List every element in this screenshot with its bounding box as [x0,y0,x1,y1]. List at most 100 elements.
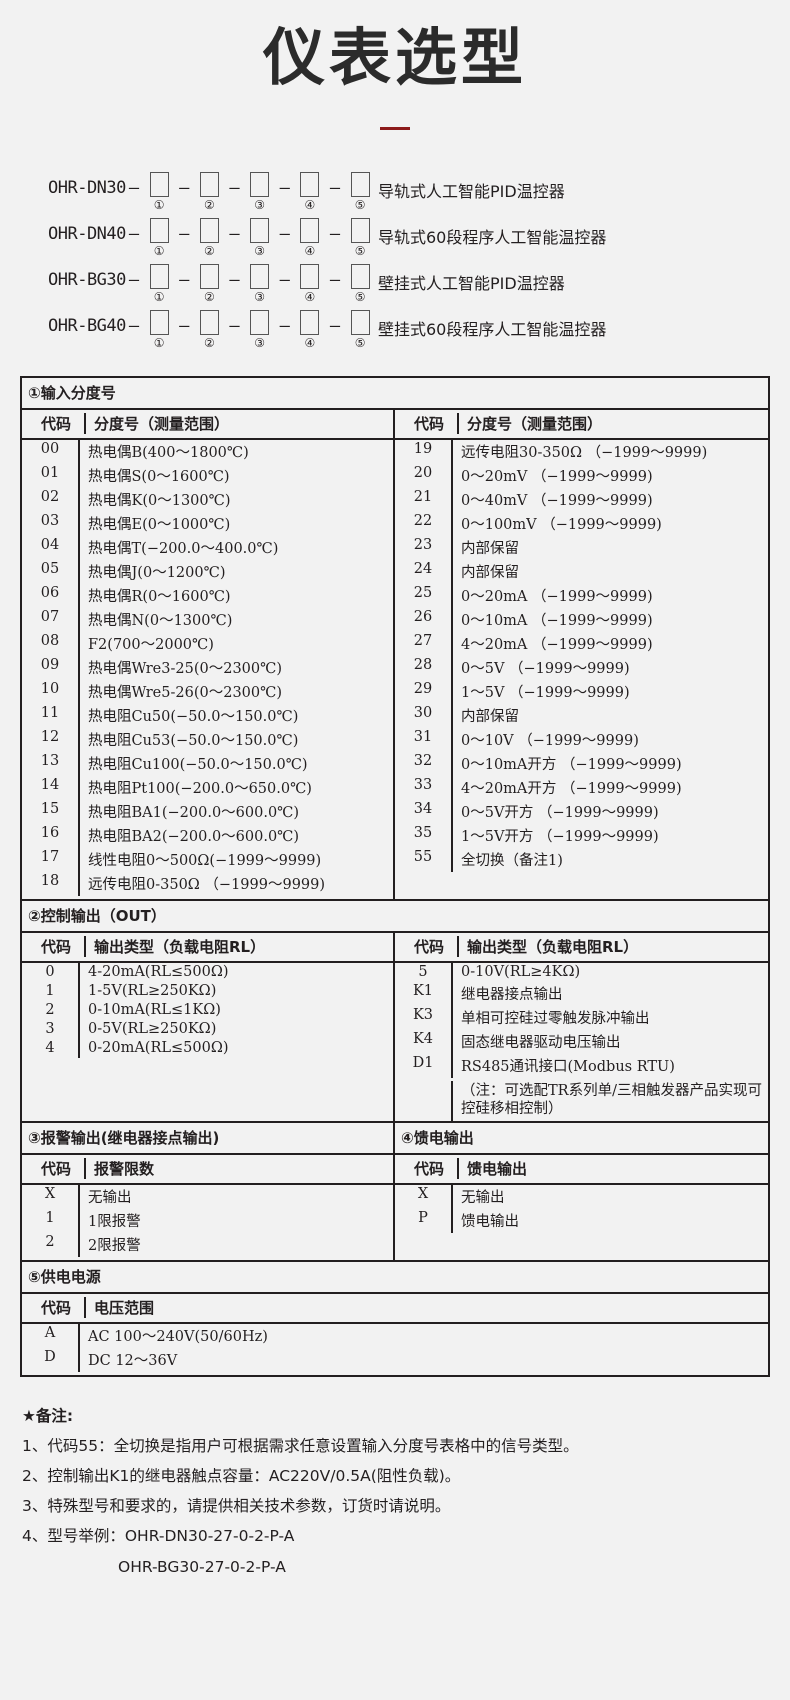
slot-number: ② [204,244,215,259]
model-slot-4[interactable]: ④ [293,310,327,350]
model-slot-3[interactable]: ③ [243,218,277,258]
row-code: 12 [22,728,80,753]
column-header-value: 输出类型（负载电阻RL） [94,938,266,957]
slot-box[interactable] [250,218,270,244]
table-row: 20 0～20mV （−1999～9999) [395,464,768,489]
dash-separator: – [128,270,140,291]
model-slot-1[interactable]: ① [142,264,176,304]
dash-separator: – [128,316,140,337]
row-code: 04 [22,536,80,561]
model-slot-1[interactable]: ① [142,172,176,212]
slot-box[interactable] [199,172,219,198]
row-code: K4 [395,1030,453,1055]
row-code: 07 [22,608,80,633]
section-4: ④馈电输出 代码 馈电输出 X 无输出 P 馈电输出 [395,1123,768,1260]
model-slot-5[interactable]: ⑤ [343,264,377,304]
dash-separator: – [329,178,341,199]
section-1-heading: ①输入分度号 [22,378,768,411]
slot-number: ③ [254,198,266,213]
slot-number: ⑤ [354,198,366,213]
row-value: 0～40mV （−1999～9999) [461,493,653,510]
row-code: 19 [395,440,453,465]
slot-box[interactable] [350,218,370,244]
slot-number: ④ [304,244,316,259]
dash-separator: – [128,178,140,199]
slot-box[interactable] [199,218,219,244]
table-row: 22 0～100mV （−1999～9999) [395,512,768,537]
slot-box[interactable] [300,264,320,290]
row-code: 15 [22,800,80,825]
model-slot-5[interactable]: ⑤ [343,310,377,350]
model-slot-2[interactable]: ② [192,218,226,258]
model-slot-4[interactable]: ④ [293,264,327,304]
table-row: 2 0-10mA(RL≤1KΩ) [22,1001,393,1021]
row-value: 热电阻BA2(−200.0～600.0℃) [88,829,300,846]
section-3-header: 代码 报警限数 [22,1155,393,1185]
model-slot-4[interactable]: ④ [293,172,327,212]
table-row: 19 远传电阻30-350Ω （−1999～9999) [395,440,768,465]
table-row: K1 继电器接点输出 [395,982,768,1007]
row-value: 固态继电器驱动电压输出 [461,1035,621,1052]
model-slot-5[interactable]: ⑤ [343,218,377,258]
slot-number: ③ [254,244,266,259]
table-row: 2 2限报警 [22,1232,393,1257]
slot-box[interactable] [250,264,270,290]
table-row: 1 1限报警 [22,1208,393,1233]
model-row: OHR-BG40 – ① – ② – ③ – ④ – ⑤ 壁挂式60段程序人工智… [48,310,790,350]
row-code: 31 [395,728,453,753]
row-code: 33 [395,776,453,801]
slot-box[interactable] [149,218,169,244]
slot-box[interactable] [250,310,270,336]
model-slot-2[interactable]: ② [192,172,226,212]
row-value: 热电阻Cu100(−50.0～150.0℃) [88,757,308,774]
row-value: 1～5V开方 （−1999～9999) [461,829,659,846]
slot-box[interactable] [149,264,169,290]
row-value: 热电偶B(400～1800℃) [88,445,249,462]
model-slot-1[interactable]: ① [142,218,176,258]
remark-item: 1、代码55：全切换是指用户可根据需求任意设置输入分度号表格中的信号类型。 [22,1436,579,1455]
row-value: RS485通讯接口(Modbus RTU) [461,1059,675,1076]
slot-box[interactable] [250,172,270,198]
row-value: F2(700～2000℃) [88,637,214,654]
model-slot-3[interactable]: ③ [243,264,277,304]
model-slot-4[interactable]: ④ [293,218,327,258]
slot-box[interactable] [350,310,370,336]
model-slot-3[interactable]: ③ [243,310,277,350]
model-slot-2[interactable]: ② [192,264,226,304]
model-slot-2[interactable]: ② [192,310,226,350]
section-4-rows: X 无输出 P 馈电输出 [395,1184,768,1236]
row-code: D1 [395,1054,453,1079]
model-slot-3[interactable]: ③ [243,172,277,212]
table-row: 12 热电阻Cu53(−50.0～150.0℃) [22,728,393,753]
row-code: 06 [22,584,80,609]
slot-box[interactable] [149,172,169,198]
row-value: 1-5V(RL≥250KΩ) [88,983,217,1000]
row-code: 00 [22,440,80,465]
slot-box[interactable] [199,264,219,290]
table-row: 23 内部保留 [395,536,768,561]
slot-box[interactable] [350,172,370,198]
slot-box[interactable] [300,218,320,244]
slot-box[interactable] [199,310,219,336]
slot-box[interactable] [300,172,320,198]
slot-number: ④ [304,336,316,351]
table-row: 10 热电偶Wre5-26(0～2300℃) [22,680,393,705]
remark-example-second: OHR-BG30-27-0-2-P-A [118,1557,286,1576]
table-row: K3 单相可控硅过零触发脉冲输出 [395,1006,768,1031]
slot-box[interactable] [350,264,370,290]
dash-separator: – [179,178,190,199]
model-slot-1[interactable]: ① [142,310,176,350]
row-value: 4～20mA （−1999～9999) [461,637,653,654]
row-code: 24 [395,560,453,585]
row-code: 34 [395,800,453,825]
slot-box[interactable] [149,310,169,336]
row-code: 1 [22,1208,80,1233]
section-5-rows: A AC 100～240V(50/60Hz) D DC 12～36V [22,1323,768,1375]
model-description: 壁挂式60段程序人工智能温控器 [378,320,607,340]
slot-box[interactable] [300,310,320,336]
column-header-value: 馈电输出 [467,1159,528,1178]
row-value: 热电阻Cu53(−50.0～150.0℃) [88,733,299,750]
dash-separator: – [329,316,341,337]
model-slot-5[interactable]: ⑤ [343,172,377,212]
table-row: 29 1～5V （−1999～9999) [395,680,768,705]
